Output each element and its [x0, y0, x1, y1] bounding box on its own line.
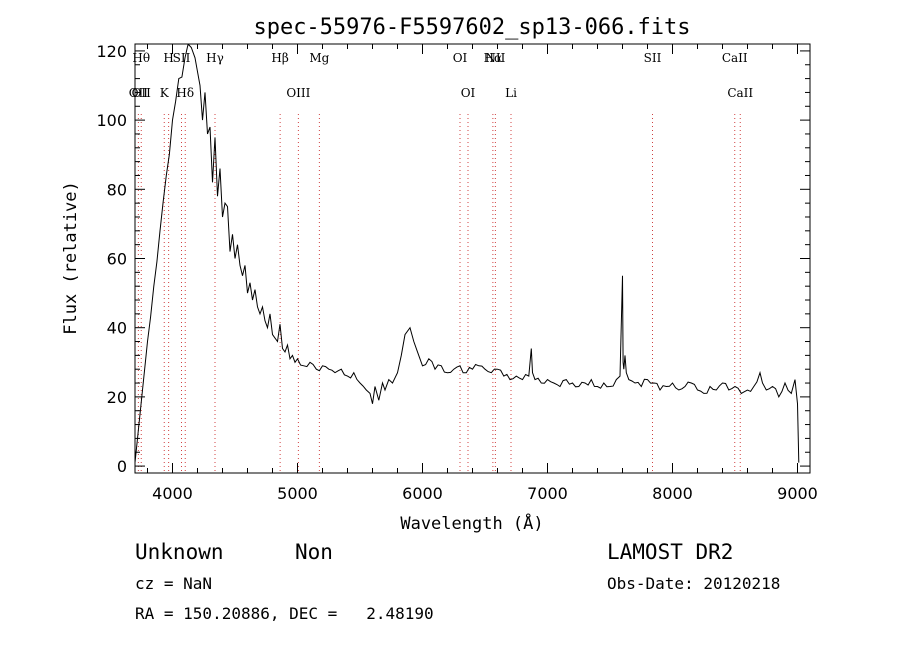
line-label-bottom: Li [505, 86, 517, 100]
line-label-top: Mg [309, 51, 329, 65]
chart-title: spec-55976-F5597602_sp13-066.fits [253, 15, 690, 40]
line-label-bottom: OII [129, 86, 149, 100]
y-tick-label: 0 [117, 457, 127, 476]
line-label-bottom: OI [461, 86, 476, 100]
line-label-top: OI [453, 51, 468, 65]
spectrum-line [135, 44, 800, 463]
x-tick-label: 6000 [402, 484, 443, 503]
x-tick-label: 9000 [777, 484, 818, 503]
line-label-bottom: OII [132, 86, 152, 100]
x-tick-label: 8000 [652, 484, 693, 503]
line-label-top: Hγ [206, 51, 224, 65]
line-label-top: H [163, 51, 173, 65]
x-tick-label: 4000 [152, 484, 193, 503]
line-label-top: Hθ [132, 51, 150, 65]
line-label-top: Hα [484, 51, 503, 65]
y-tick-label: 40 [107, 319, 127, 338]
y-tick-label: 120 [96, 42, 127, 61]
redshift-text: cz = NaN [135, 574, 213, 593]
y-tick-label: 20 [107, 388, 127, 407]
y-tick-label: 60 [107, 250, 127, 269]
line-label-top: CaII [722, 51, 748, 65]
line-label-bottom: Hδ [176, 86, 194, 100]
object-subclass: Non [295, 540, 333, 564]
obs-date: Obs-Date: 20120218 [607, 574, 781, 593]
line-label-bottom: K [160, 86, 170, 100]
line-label-top: SII [644, 51, 662, 65]
plot-frame [134, 43, 811, 474]
survey-name: LAMOST DR2 [607, 540, 734, 564]
object-class: Unknown [135, 540, 224, 564]
line-label-bottom: OIII [286, 86, 310, 100]
line-label-top: Hβ [271, 51, 288, 65]
x-tick-label: 5000 [277, 484, 318, 503]
x-tick-label: 7000 [527, 484, 568, 503]
y-axis-label: Flux (relative) [61, 181, 81, 335]
axis-ticks: 4000 5000 6000 7000 8000 9000 0 20 40 60 80 100 120 [96, 42, 817, 503]
x-axis-label: Wavelength (Å) [400, 512, 543, 534]
y-tick-label: 80 [107, 180, 127, 199]
y-tick-label: 100 [96, 111, 127, 130]
coordinates: RA = 150.20886, DEC = 2.48190 [135, 604, 434, 623]
line-label-bottom: CaII [727, 86, 753, 100]
line-label-top: NII [485, 51, 505, 65]
line-label-top: SII [173, 51, 191, 65]
